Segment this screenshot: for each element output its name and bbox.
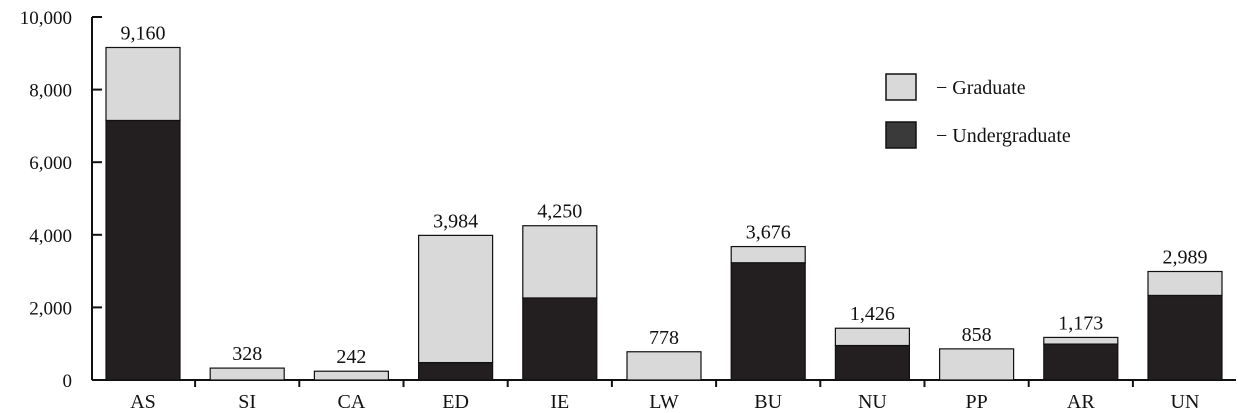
category-label-ar: AR (1067, 391, 1095, 413)
bar-graduate-as (105, 46, 181, 122)
total-label-si: 328 (232, 343, 262, 365)
bar-undergraduate-ar (1043, 343, 1119, 381)
category-label-ie: IE (550, 391, 569, 413)
bar-graduate-si (209, 367, 285, 381)
axes: 0 2,000 4,000 6,000 8,000 10,000 (20, 8, 1236, 392)
bar-graduate-lw (626, 351, 702, 381)
category-label-ed: ED (442, 391, 469, 413)
bar-graduate-ca (313, 370, 389, 381)
bar-graduate-pp (938, 348, 1015, 381)
bar-undergraduate-bu (730, 262, 806, 381)
total-label-ca: 242 (336, 346, 366, 368)
total-label-lw: 778 (649, 327, 679, 349)
total-label-ie: 4,250 (537, 201, 582, 223)
category-label-si: SI (238, 391, 256, 413)
total-label-ar: 1,173 (1058, 312, 1103, 334)
total-label-pp: 858 (962, 324, 992, 346)
category-label-bu: BU (754, 391, 782, 413)
legend-label-undergraduate: − Undergraduate (936, 125, 1071, 147)
total-label-ed: 3,984 (433, 210, 478, 232)
category-label-as: AS (130, 391, 156, 413)
bar-undergraduate-nu (834, 344, 911, 381)
total-label-un: 2,989 (1163, 246, 1208, 268)
y-tick-label: 8,000 (29, 81, 72, 102)
bar-graduate-ar (1043, 336, 1119, 345)
total-label-bu: 3,676 (746, 222, 791, 244)
category-label-un: UN (1171, 391, 1200, 413)
y-tick-label: 2,000 (29, 298, 72, 319)
bar-graduate-bu (730, 245, 806, 264)
legend-label-graduate: − Graduate (936, 77, 1026, 99)
total-label-nu: 1,426 (850, 303, 895, 325)
category-label-nu: NU (858, 391, 887, 413)
y-tick-label: 10,000 (20, 8, 72, 29)
bar-undergraduate-un (1147, 294, 1223, 381)
y-tick-label: 0 (63, 371, 73, 392)
bar-undergraduate-ie (522, 297, 598, 381)
legend-swatch-undergraduate (885, 121, 917, 149)
bar-undergraduate-ed (418, 361, 494, 381)
category-label-lw: LW (649, 391, 679, 413)
bar-graduate-un (1147, 270, 1223, 297)
bar-graduate-ed (418, 234, 494, 364)
y-tick-label: 4,000 (29, 226, 72, 247)
category-label-pp: PP (965, 391, 987, 413)
bar-graduate-ie (522, 225, 598, 299)
total-label-as: 9,160 (121, 22, 166, 44)
bars: 9,160 AS 328 SI 242 CA 3,984 ED 4,250 IE 778 LW 3,67… (105, 22, 1223, 413)
bar-undergraduate-as (105, 119, 181, 381)
bar-graduate-nu (834, 327, 911, 347)
category-label-ca: CA (338, 391, 366, 413)
legend: − Graduate − Undergraduate (885, 73, 1071, 149)
legend-swatch-graduate (885, 73, 917, 101)
y-tick-label: 6,000 (29, 153, 72, 174)
